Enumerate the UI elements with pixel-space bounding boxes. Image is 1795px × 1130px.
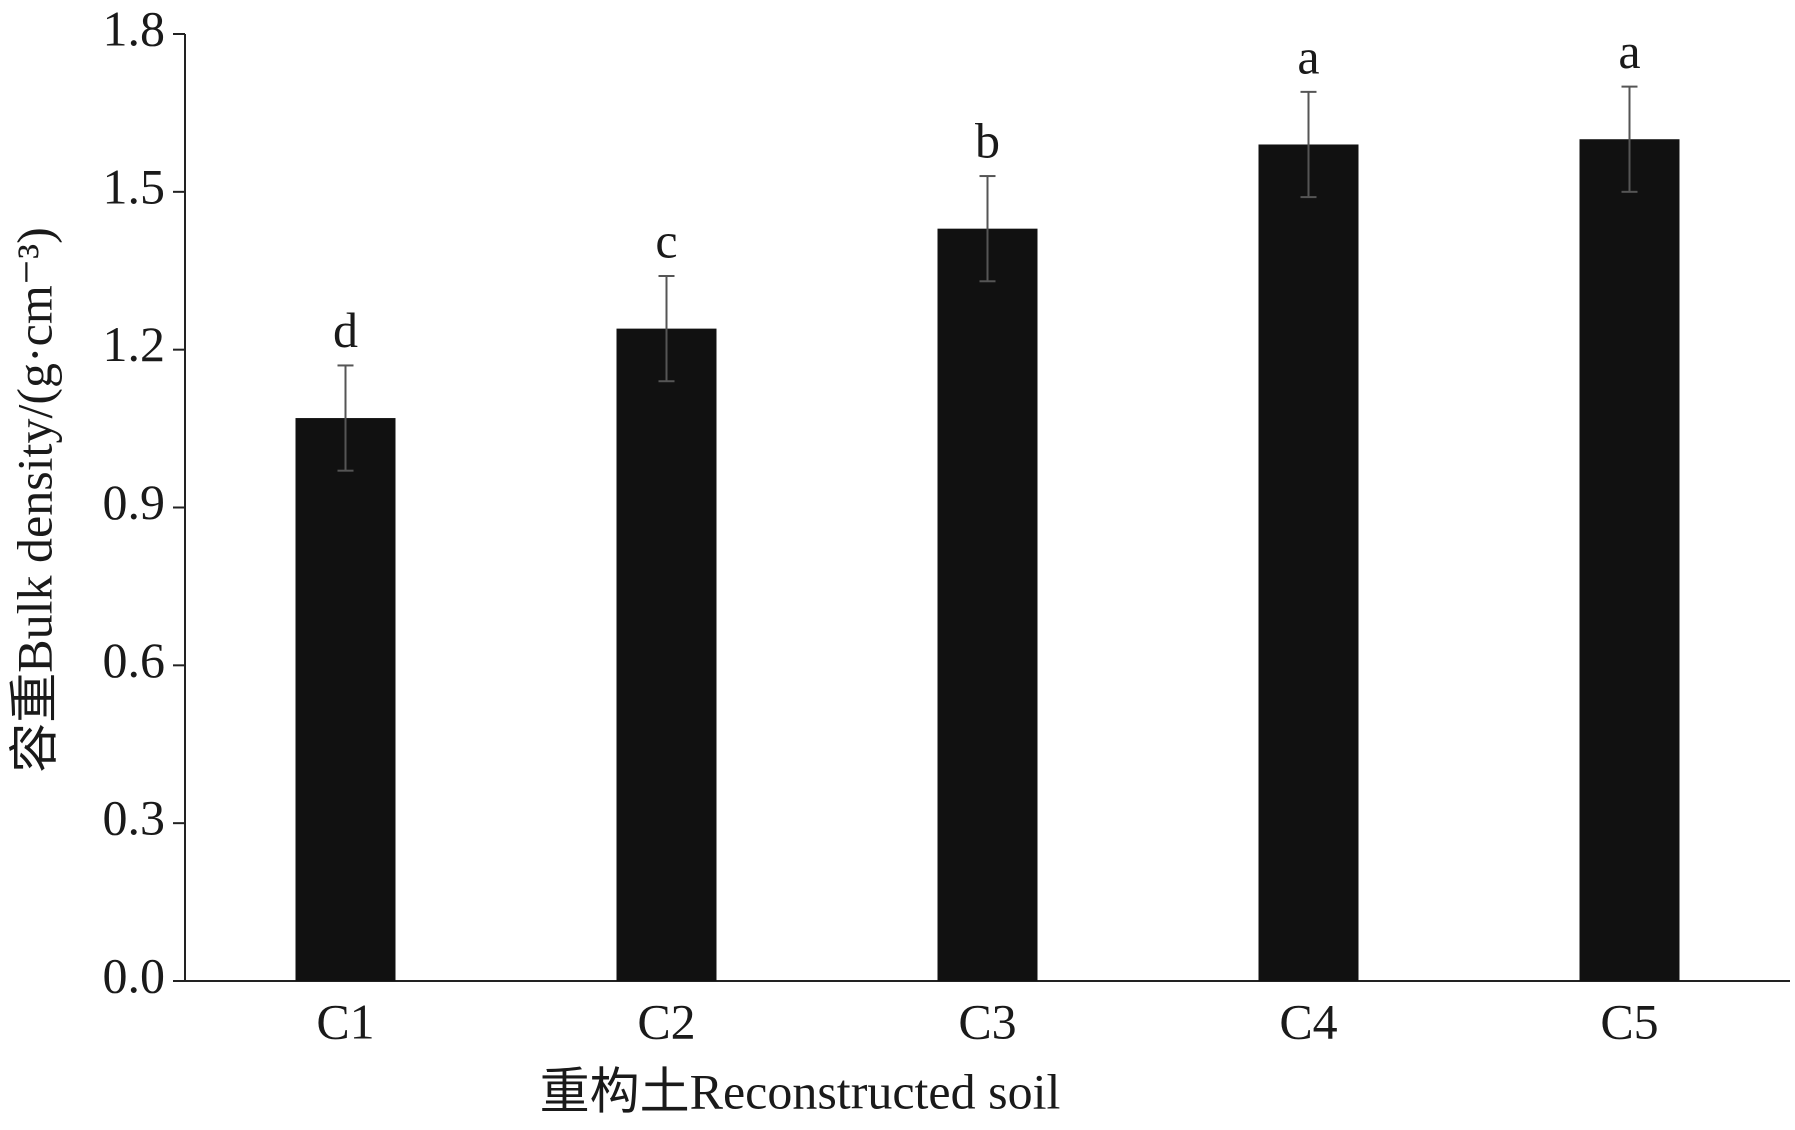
y-tick-label: 0.3	[103, 790, 166, 846]
x-tick-label: C5	[1600, 993, 1658, 1049]
bar	[295, 418, 396, 981]
significance-letter: a	[1618, 23, 1640, 79]
significance-letter: d	[333, 302, 358, 358]
y-tick-label: 1.5	[103, 158, 166, 214]
x-tick-label: C3	[958, 993, 1016, 1049]
significance-letter: b	[975, 113, 1000, 169]
y-tick-label: 1.2	[103, 316, 166, 372]
bar	[1579, 139, 1680, 981]
bar	[616, 328, 717, 982]
y-axis-title: 容重Bulk density/(g·cm⁻³)	[6, 227, 62, 772]
bar	[1258, 144, 1359, 981]
x-axis-title: 重构土Reconstructed soil	[540, 1063, 1061, 1119]
x-tick-label: C2	[637, 993, 695, 1049]
significance-letter: c	[655, 212, 677, 268]
significance-letter: a	[1297, 28, 1319, 84]
y-tick-label: 0.9	[103, 474, 166, 530]
y-tick-label: 0.6	[103, 632, 166, 688]
x-tick-label: C1	[316, 993, 374, 1049]
x-tick-label: C4	[1279, 993, 1337, 1049]
y-tick-label: 0.0	[103, 947, 166, 1003]
y-tick-label: 1.8	[103, 0, 166, 56]
bar	[937, 228, 1038, 981]
